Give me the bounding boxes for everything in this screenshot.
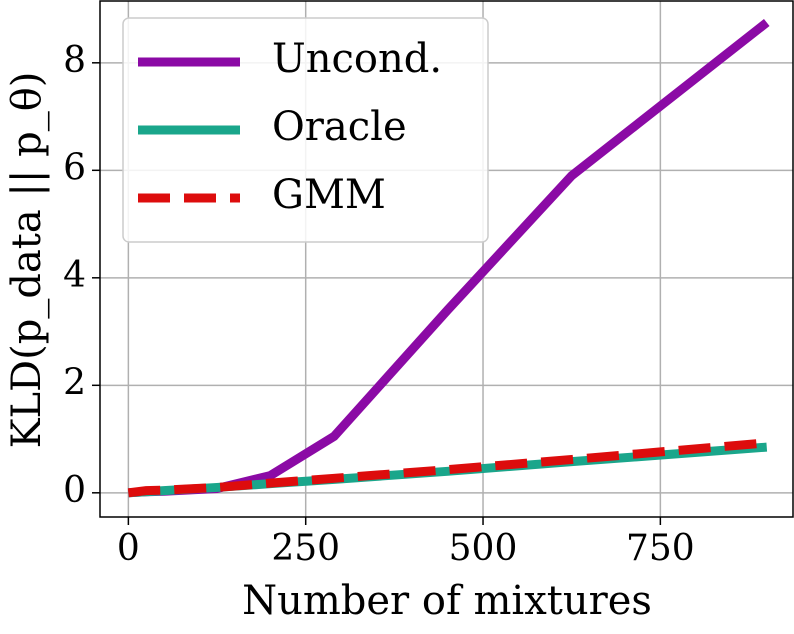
- y-tick-label: 0: [63, 470, 86, 511]
- x-tick-label: 250: [271, 528, 340, 569]
- legend: Uncond. Oracle GMM: [122, 17, 489, 243]
- x-axis-label: Number of mixtures: [242, 578, 652, 624]
- legend-label: GMM: [272, 172, 386, 218]
- y-tick-label: 6: [63, 147, 86, 188]
- x-tick-label: 500: [449, 528, 518, 569]
- y-tick-label: 4: [63, 255, 86, 296]
- y-axis-label: KLD(p_data || p_θ): [4, 72, 50, 449]
- legend-label: Oracle: [272, 104, 407, 150]
- x-tick-label: 0: [117, 528, 140, 569]
- plot-frame: [99, 0, 794, 518]
- series-line: [127, 438, 768, 498]
- legend-label: Uncond.: [272, 36, 442, 82]
- x-tick-label: 750: [626, 528, 695, 569]
- legend-box: [122, 17, 489, 243]
- y-tick-label: 8: [63, 40, 86, 81]
- y-tick-label: 2: [63, 362, 86, 403]
